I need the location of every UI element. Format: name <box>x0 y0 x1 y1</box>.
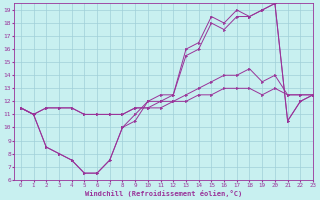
X-axis label: Windchill (Refroidissement éolien,°C): Windchill (Refroidissement éolien,°C) <box>85 190 242 197</box>
